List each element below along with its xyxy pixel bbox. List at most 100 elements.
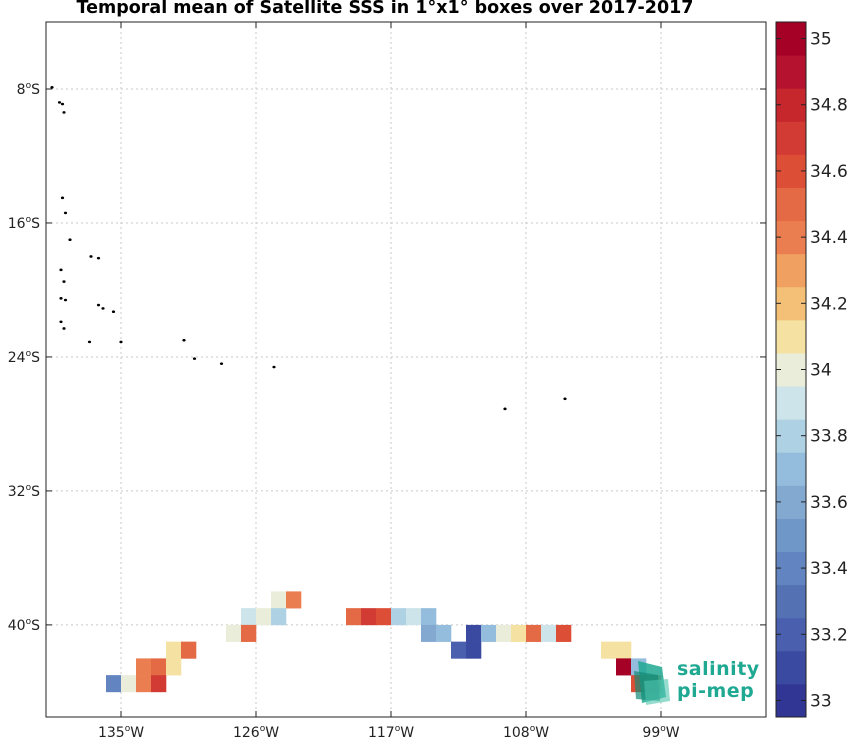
lat-tick-label: 16oS (8, 215, 40, 232)
colorbar-tick-label: 33.6 (810, 493, 848, 513)
colorbar-segment (776, 319, 806, 354)
lat-tick-label: 40oS (8, 617, 40, 634)
sss-cell (526, 624, 542, 642)
island-mark (62, 327, 66, 330)
island-mark (62, 111, 66, 114)
sss-cell (616, 641, 632, 659)
island-mark (87, 340, 92, 344)
sss-cell (271, 591, 287, 609)
sss-cell (376, 608, 392, 626)
sss-cell (496, 624, 512, 642)
sss-cell (421, 608, 437, 626)
sss-cell (406, 608, 422, 626)
island-mark (272, 365, 276, 369)
colorbar-tick-label: 35 (810, 30, 832, 50)
chart-title: Temporal mean of Satellite SSS in 1°x1° … (76, 0, 694, 18)
colorbar-segment (776, 452, 806, 486)
colorbar (775, 21, 807, 718)
sss-cell (601, 641, 617, 659)
island-mark (563, 397, 567, 401)
colorbar-segment (776, 121, 806, 155)
island-mark (62, 280, 66, 283)
island-mark (89, 255, 93, 258)
salinity-pi-mep-logo (634, 661, 670, 705)
lat-tick-label: 24oS (8, 349, 40, 366)
colorbar-tick-label: 34.6 (810, 162, 848, 182)
island-mark (96, 256, 101, 260)
map-background (46, 22, 766, 717)
lon-tick-label: 99oW (642, 724, 679, 740)
logo-text-salinity: salinity (677, 658, 760, 680)
sss-cell (361, 608, 377, 626)
lat-tick-labels: 8oS 16oS 24oS 32oS 40oS (8, 81, 766, 634)
island-mark (192, 357, 197, 360)
island-mark (59, 268, 63, 272)
sss-cell (106, 675, 122, 693)
sss-cell (136, 675, 152, 693)
island-mark (503, 407, 507, 411)
island-mark (60, 196, 65, 200)
colorbar-segment (776, 386, 806, 420)
colorbar-tick-label: 33.2 (810, 625, 848, 645)
sss-cell (511, 624, 527, 642)
sss-cell (181, 641, 197, 659)
island-mark (63, 298, 68, 302)
island-mark (96, 303, 101, 307)
grid-lines (46, 22, 766, 717)
sss-cell (256, 608, 272, 626)
lon-tick-label: 126oW (233, 724, 279, 740)
sss-cell (541, 624, 557, 642)
sss-cell (121, 675, 137, 693)
sss-cell (166, 658, 182, 676)
island-mark (60, 102, 65, 106)
lon-tick-label: 135oW (98, 724, 144, 740)
colorbar-segment (776, 518, 806, 553)
colorbar-segment (776, 650, 806, 685)
sss-cell (271, 608, 287, 626)
lon-tick-label: 117oW (368, 724, 414, 740)
colorbar-tick-label: 33.8 (810, 427, 848, 447)
sss-cell (166, 641, 182, 659)
island-mark (111, 310, 116, 314)
lon-tick-label: 108oW (503, 724, 549, 740)
sss-cell (481, 624, 497, 642)
island-mark (219, 362, 224, 365)
sss-cell (241, 608, 257, 626)
colorbar-tick-label: 34.4 (810, 228, 848, 248)
sss-cell (226, 624, 242, 642)
colorbar-tick-labels: 33 33.2 33.4 33.6 33.8 34 34.2 34.4 34.6 34.8 35 (776, 30, 848, 711)
logo-text-pi-mep: pi-mep (677, 680, 755, 702)
island-mark (57, 101, 62, 104)
colorbar-segment (776, 253, 806, 288)
island-mark (101, 307, 105, 310)
map-frame (45, 21, 767, 718)
island-mark (182, 338, 186, 342)
sss-cell (346, 608, 362, 626)
colorbar-tick-label: 33 (810, 691, 832, 711)
lat-tick-label: 8oS (17, 81, 40, 98)
lat-tick-label: 32oS (8, 483, 40, 500)
sss-cell (136, 658, 152, 676)
sss-cell (556, 624, 572, 642)
sss-cell (151, 658, 167, 676)
sss-cell (451, 641, 467, 659)
sss-cell (466, 641, 482, 659)
colorbar-tick-label: 34.2 (810, 294, 848, 314)
island-mark (50, 86, 54, 89)
colorbar-tick-label: 34.8 (810, 96, 848, 116)
lon-tick-labels: 135oW 126oW 117oW 108oW 99oW (98, 22, 680, 740)
island-mark (59, 320, 63, 324)
sss-cell (436, 624, 452, 642)
colorbar-tick-label: 34 (810, 361, 832, 381)
island-mark (59, 297, 63, 300)
sss-cell (391, 608, 407, 626)
land-islands (50, 86, 567, 411)
sss-cell (616, 658, 632, 676)
sss-cell (286, 591, 302, 609)
sss-cell (466, 624, 482, 642)
island-mark (68, 238, 72, 242)
island-mark (63, 211, 68, 215)
sss-cell (421, 624, 437, 642)
colorbar-segment (776, 55, 806, 89)
